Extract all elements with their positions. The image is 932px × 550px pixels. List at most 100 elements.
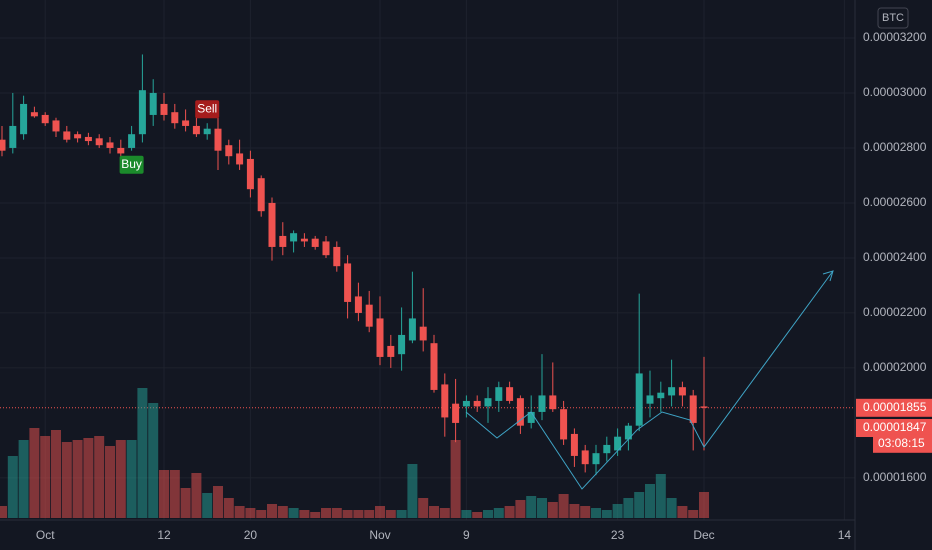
volume-bar (537, 498, 547, 518)
volume-bar (277, 506, 288, 518)
candle-body (365, 304, 373, 327)
volume-bar (115, 440, 126, 518)
candle-body (538, 395, 546, 412)
candle-body (268, 202, 276, 247)
price-tag-label: 0.00001855 (863, 400, 927, 414)
volume-bar (385, 510, 396, 518)
candle-body (581, 450, 589, 465)
volume-bar (137, 388, 148, 518)
candle-body (689, 395, 697, 423)
signal-box (195, 100, 220, 119)
volume-bar (245, 508, 256, 518)
candle-body (30, 112, 38, 117)
candle-body (95, 138, 103, 146)
candle-body (117, 147, 125, 154)
volume-bar (353, 510, 364, 518)
candle-body (311, 238, 319, 247)
volume-bar (7, 456, 18, 518)
volume-bar (580, 506, 591, 518)
volume-bar (601, 510, 612, 518)
candle-body (635, 373, 643, 426)
price-tag-label: 0.00001847 (863, 420, 927, 434)
candle-body (506, 387, 514, 401)
volume-bar (267, 504, 277, 518)
candle-body (516, 398, 524, 426)
candle-body (279, 235, 287, 247)
volume-bar (483, 510, 493, 518)
candle-body (376, 318, 384, 357)
volume-bar (407, 464, 418, 518)
candle-body (462, 400, 470, 407)
volume-bar (623, 498, 634, 518)
candle-body (290, 233, 298, 242)
volume-layer (0, 388, 709, 518)
candle-body (333, 246, 341, 267)
y-tick-label: 0.00002600 (863, 195, 927, 209)
volume-bar (655, 474, 666, 518)
candle-body (614, 436, 622, 451)
volume-bar (429, 506, 439, 518)
candle-body (171, 112, 179, 124)
candle-body (138, 90, 146, 135)
volume-bar (634, 492, 645, 518)
volume-bar (461, 510, 472, 518)
y-tick-label: 0.00002000 (863, 360, 927, 374)
volume-bar (331, 508, 342, 518)
volume-bar (450, 440, 461, 518)
signal-label: Sell (197, 101, 217, 115)
volume-bar (72, 440, 83, 518)
volume-bar (418, 498, 429, 518)
price-tag (856, 419, 932, 438)
volume-bar (645, 484, 655, 518)
currency-box[interactable] (877, 7, 909, 29)
candle-body (128, 134, 136, 148)
candle-body (214, 128, 222, 151)
candle-body (149, 92, 157, 115)
candle-body (246, 158, 254, 190)
candle-layer (0, 54, 708, 476)
candle-body (203, 128, 211, 135)
y-tick-label: 0.00002800 (863, 140, 927, 154)
volume-bar (677, 506, 688, 518)
volume-bar (526, 496, 537, 518)
volume-bar (688, 510, 699, 518)
candle-body (560, 409, 568, 440)
volume-bar (504, 506, 515, 518)
arrow-head (822, 270, 834, 282)
volume-bar (61, 442, 72, 518)
candle-body (527, 411, 535, 423)
volume-bar (234, 506, 245, 518)
volume-bar (342, 510, 353, 518)
volume-bar (699, 492, 709, 518)
volume-bar (612, 504, 623, 518)
volume-bar (558, 494, 569, 518)
volume-bar (0, 506, 7, 518)
volume-bar (29, 428, 40, 518)
volume-bar (321, 508, 331, 518)
x-tick-label: Nov (369, 528, 390, 542)
y-tick-label: 0.00002400 (863, 250, 927, 264)
candle-body (473, 400, 481, 407)
candle-body (300, 238, 308, 242)
volume-bar (213, 486, 223, 518)
candle-body (192, 125, 200, 135)
volume-bar (191, 473, 202, 518)
x-tick-label: Dec (693, 528, 714, 542)
volume-bar (439, 508, 450, 518)
foreground: 0.00003200 0.00003000 0.00002800 0.00002600… (36, 30, 932, 542)
volume-bar (666, 498, 677, 518)
candle-body (484, 398, 492, 407)
volume-bar (18, 440, 29, 518)
x-tick-label: Oct (36, 528, 55, 542)
pattern-drawing (465, 270, 834, 490)
candle-body (624, 425, 632, 440)
candle-body (452, 403, 460, 423)
currency: BTC (882, 12, 904, 24)
y-tick-label: 0.00002200 (863, 305, 927, 319)
price-tag (856, 398, 932, 417)
volume-bar (202, 493, 213, 518)
volume-bar (105, 446, 115, 518)
candle-body (354, 296, 362, 313)
x-tick-label: 14 (838, 528, 852, 542)
